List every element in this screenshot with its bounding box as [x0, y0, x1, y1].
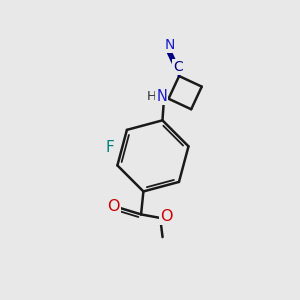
Text: O: O	[107, 199, 120, 214]
Text: C: C	[173, 60, 183, 74]
Text: N: N	[156, 89, 167, 104]
Text: O: O	[160, 209, 173, 224]
Text: H: H	[147, 90, 157, 103]
Text: F: F	[105, 140, 114, 155]
Text: N: N	[165, 38, 175, 52]
